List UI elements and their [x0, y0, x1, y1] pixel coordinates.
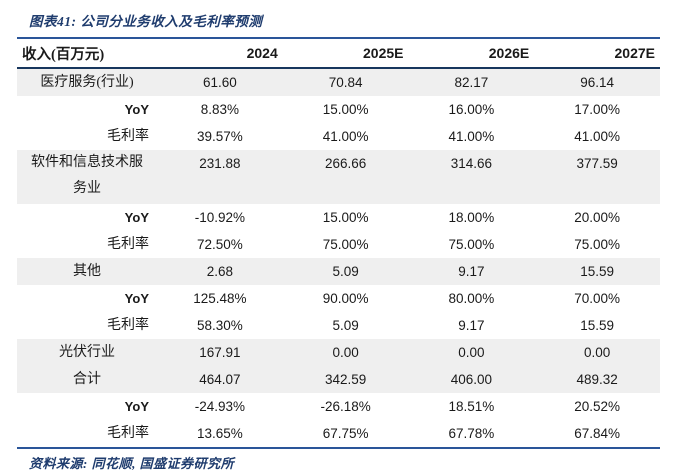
- cell-2026e: 80.00%: [448, 291, 495, 306]
- row-label: YoY: [124, 101, 149, 117]
- row-medical-gross-margin: 毛利率 39.57% 41.00% 41.00% 41.00%: [17, 123, 660, 150]
- column-header-2026e: 2026E: [488, 45, 530, 61]
- cell-2026e: 406.00: [450, 372, 493, 387]
- cell-2024: -10.92%: [194, 210, 246, 225]
- row-total: 合计 464.07 342.59 406.00 489.32: [17, 366, 660, 393]
- cell-2024: 8.83%: [200, 102, 240, 117]
- cell-2025e: 15.00%: [322, 102, 369, 117]
- column-header-2024: 2024: [246, 45, 278, 61]
- row-label: 毛利率: [107, 236, 149, 252]
- figure-title: 图表41: 公司分业务收入及毛利率预测: [29, 14, 263, 29]
- cell-2025e: 70.84: [328, 75, 363, 90]
- cell-2025e: 90.00%: [322, 291, 369, 306]
- table-top-rule: [17, 37, 660, 39]
- row-label: 毛利率: [107, 425, 149, 441]
- cell-2024: 2.68: [206, 264, 234, 279]
- row-total-yoy: YoY -24.93% -26.18% 18.51% 20.52%: [17, 393, 660, 420]
- row-label: 毛利率: [107, 317, 149, 333]
- cell-2027e: 489.32: [576, 372, 618, 387]
- row-label: YoY: [124, 290, 149, 306]
- row-other: 其他 2.68 5.09 9.17 15.59: [17, 258, 660, 285]
- cell-2024: 13.65%: [196, 426, 243, 441]
- cell-2024: 125.48%: [193, 291, 247, 306]
- row-label: 其他: [73, 263, 101, 279]
- cell-2027e: 0.00: [583, 345, 611, 360]
- row-total-gross-margin: 毛利率 13.65% 67.75% 67.78% 67.84%: [17, 420, 660, 447]
- cell-2026e: 18.00%: [448, 210, 495, 225]
- cell-2024: 61.60: [202, 75, 237, 90]
- row-photovoltaic: 光伏行业 167.91 0.00 0.00 0.00: [17, 339, 660, 366]
- cell-2026e: 0.00: [458, 345, 485, 360]
- row-label: YoY: [124, 209, 149, 225]
- cell-2027e: 377.59: [576, 156, 618, 171]
- cell-2025e: 75.00%: [322, 237, 369, 252]
- cell-2024: 167.91: [199, 345, 241, 360]
- cell-2026e: 9.17: [458, 264, 485, 279]
- cell-2026e: 82.17: [454, 75, 489, 90]
- column-header-revenue-unit: 收入(百万元): [22, 46, 105, 63]
- cell-2027e: 41.00%: [574, 129, 621, 144]
- column-header-2027e: 2027E: [614, 45, 655, 61]
- row-software-yoy: YoY -10.92% 15.00% 18.00% 20.00%: [17, 204, 660, 231]
- cell-2025e: 67.75%: [322, 426, 369, 441]
- cell-2024: 58.30%: [196, 318, 243, 333]
- cell-2024: 39.57%: [196, 129, 243, 144]
- cell-2026e: 16.00%: [448, 102, 495, 117]
- row-software-it-services: 软件和信息技术服务业 231.88 266.66 314.66 377.59: [17, 150, 660, 204]
- cell-2027e: 67.84%: [574, 426, 621, 441]
- header-bottom-rule: [17, 67, 660, 69]
- table-bottom-rule: [17, 447, 660, 449]
- cell-2027e: 20.52%: [574, 399, 621, 414]
- row-label: 医疗服务(行业): [40, 74, 134, 90]
- cell-2027e: 96.14: [580, 75, 615, 90]
- row-label: 光伏行业: [59, 344, 115, 360]
- cell-2026e: 9.17: [458, 318, 485, 333]
- row-other-yoy: YoY 125.48% 90.00% 80.00% 70.00%: [17, 285, 660, 312]
- row-medical-yoy: YoY 8.83% 15.00% 16.00% 17.00%: [17, 96, 660, 123]
- cell-2027e: 15.59: [580, 264, 615, 279]
- cell-2025e: 266.66: [324, 156, 367, 171]
- cell-2026e: 67.78%: [448, 426, 495, 441]
- row-other-gross-margin: 毛利率 58.30% 5.09 9.17 15.59: [17, 312, 660, 339]
- cell-2025e: 15.00%: [322, 210, 369, 225]
- cell-2027e: 20.00%: [574, 210, 621, 225]
- column-header-2025e: 2025E: [363, 45, 404, 61]
- cell-2024: 231.88: [199, 156, 241, 171]
- cell-2027e: 17.00%: [574, 102, 621, 117]
- cell-2026e: 314.66: [450, 156, 493, 171]
- cell-2025e: -26.18%: [320, 399, 371, 414]
- row-label: 软件和信息技术服务业: [31, 155, 143, 196]
- cell-2027e: 15.59: [580, 318, 615, 333]
- cell-2024: 72.50%: [196, 237, 243, 252]
- cell-2026e: 18.51%: [448, 399, 495, 414]
- row-label: 毛利率: [107, 128, 149, 144]
- cell-2025e: 0.00: [332, 345, 359, 360]
- cell-2025e: 5.09: [332, 264, 359, 279]
- cell-2025e: 5.09: [332, 318, 359, 333]
- row-label: 合计: [73, 371, 101, 387]
- forecast-table: 收入(百万元) 2024 2025E 2026E 2027E 医疗服务(行业) …: [17, 37, 660, 449]
- cell-2027e: 75.00%: [574, 237, 621, 252]
- cell-2025e: 41.00%: [322, 129, 369, 144]
- cell-2026e: 41.00%: [448, 129, 495, 144]
- cell-2026e: 75.00%: [448, 237, 495, 252]
- table-header-row: 收入(百万元) 2024 2025E 2026E 2027E: [17, 39, 660, 67]
- row-software-gross-margin: 毛利率 72.50% 75.00% 75.00% 75.00%: [17, 231, 660, 258]
- row-medical-services: 医疗服务(行业) 61.60 70.84 82.17 96.14: [17, 69, 660, 96]
- cell-2024: 464.07: [199, 372, 241, 387]
- data-source-note: 资料来源: 同花顺, 国盛证券研究所: [29, 456, 235, 471]
- cell-2024: -24.93%: [194, 399, 246, 414]
- cell-2027e: 70.00%: [574, 291, 621, 306]
- row-label: YoY: [124, 398, 149, 414]
- cell-2025e: 342.59: [324, 372, 367, 387]
